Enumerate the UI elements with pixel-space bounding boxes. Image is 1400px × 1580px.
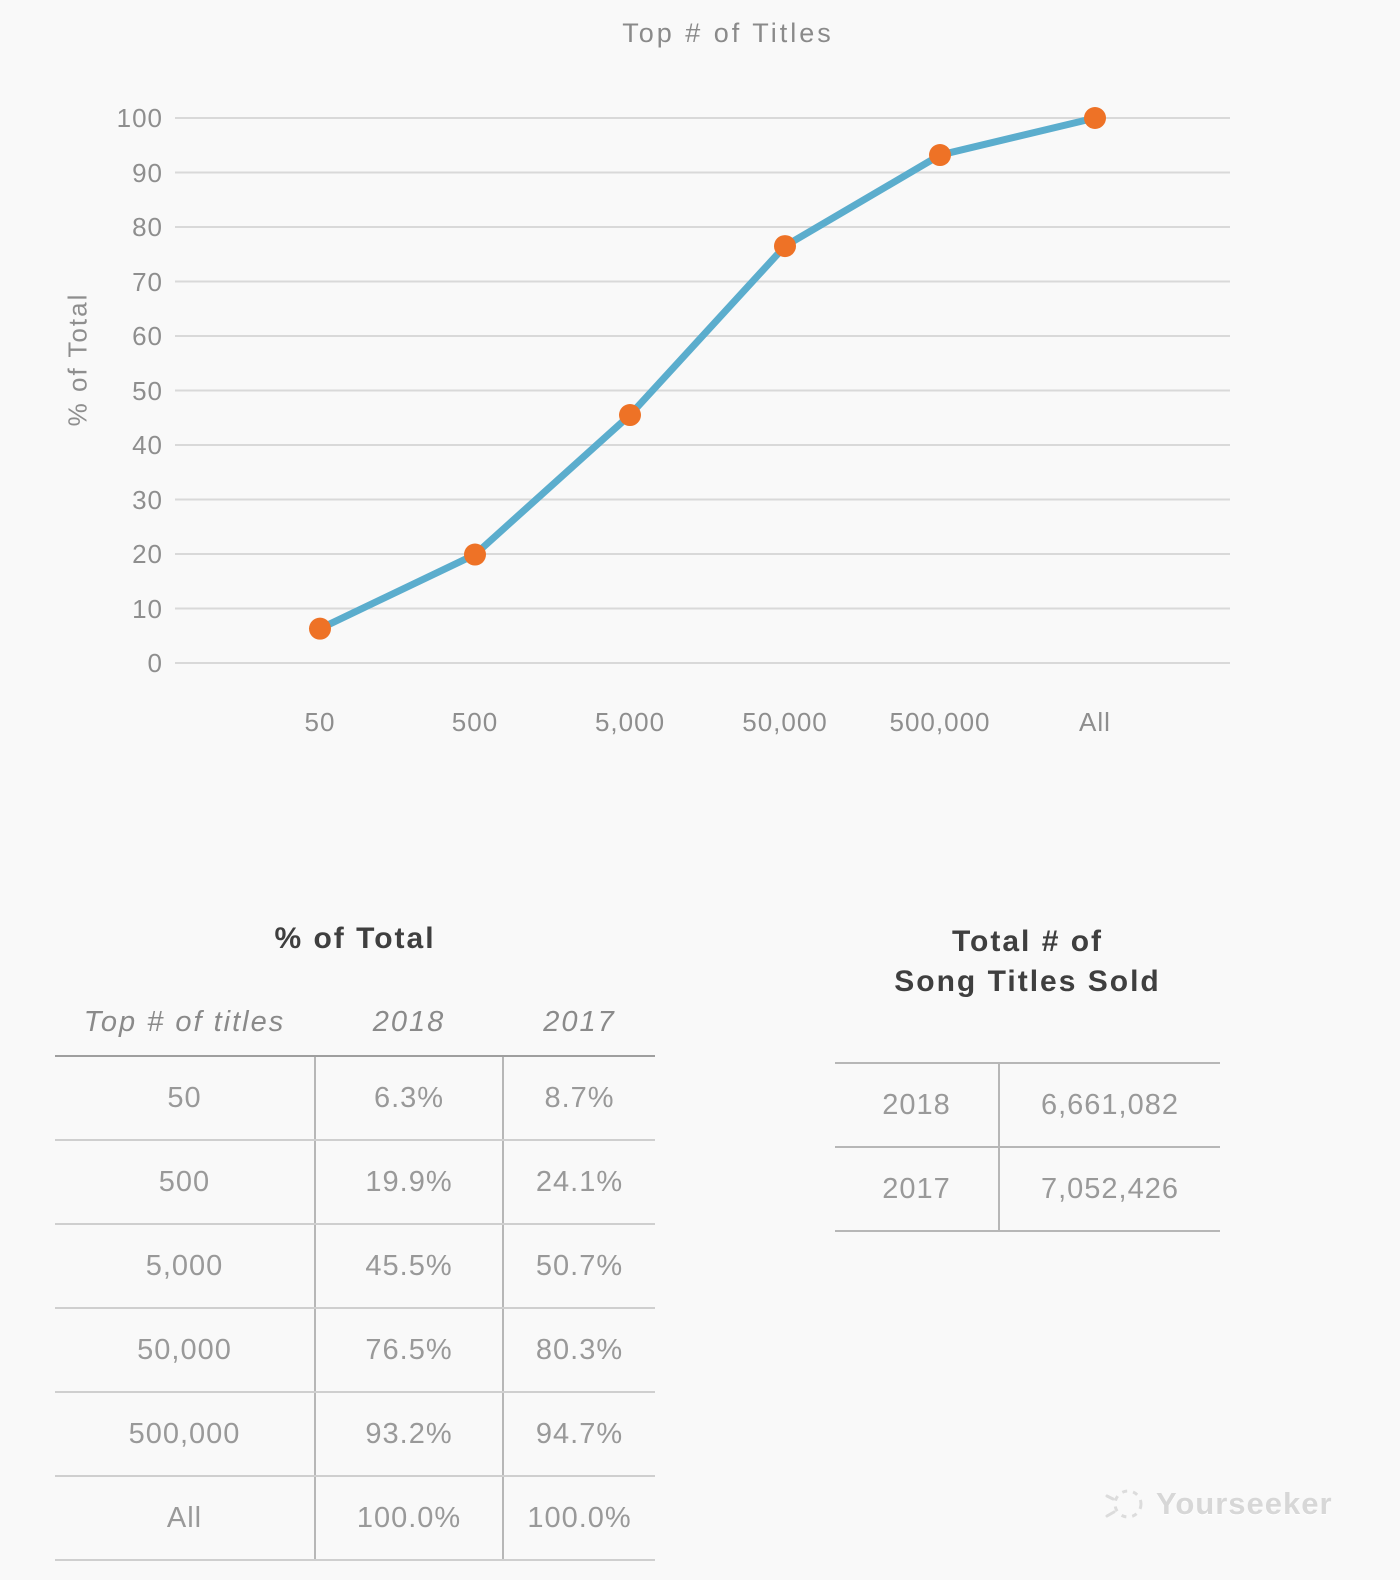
y-tick-label: 70 [132,266,163,297]
table-cell: 45.5% [314,1225,504,1307]
table-cell: 93.2% [314,1393,504,1475]
watermark: Yourseeker [1104,1482,1333,1526]
table-row: 500 19.9% 24.1% [55,1141,655,1225]
table-cell: 500 [158,1166,211,1198]
x-tick-label: 5,000 [594,707,666,737]
table-cell: 76.5% [314,1309,504,1391]
watermark-label: Yourseeker [1156,1486,1333,1521]
totals-table-body: 2018 6,661,082 2017 7,052,426 [835,1062,1220,1232]
table-cell: 19.9% [314,1141,504,1223]
pct-of-total-table: % of Total Top # of titles 2018 2017 50 6.3… [55,912,655,1580]
table-cell: 500,000 [128,1418,241,1450]
table-cell: 6,661,082 [998,1064,1220,1146]
data-point-marker [464,543,486,566]
table-cell: 2018 [882,1089,951,1121]
table-row: 50 6.3% 8.7% [55,1057,655,1141]
y-tick-label: 60 [132,321,163,351]
x-tick-label: 500,000 [889,707,991,737]
x-tick-label: 50 [304,707,336,737]
table-cell: 24.1% [535,1166,624,1198]
table-cell: 50 [167,1082,202,1114]
table-cell: 100.0% [527,1502,632,1534]
table-cell: 8.7% [544,1082,615,1114]
data-point-marker [929,144,951,167]
y-tick-label: 40 [132,430,163,460]
y-tick-label: 100 [116,103,163,133]
table-cell: 100.0% [314,1477,504,1559]
x-tick-label: 50,000 [742,707,828,737]
y-tick-label: 30 [132,484,163,515]
totals-title-line1: Total # of [951,925,1104,958]
table-row: 500,000 93.2% 94.7% [55,1393,655,1477]
data-point-marker [774,235,796,258]
pct-table-body: 50 6.3% 8.7% 500 19.9% 24.1% 5,000 45.5% 50.7% 50… [55,1055,655,1561]
table-cell: 94.7% [535,1418,624,1450]
table-cell: 50.7% [535,1250,624,1282]
table-cell: All [166,1502,203,1534]
y-tick-label: 80 [132,212,163,242]
data-point-marker [619,404,641,427]
pct-table-header: Top # of titles 2018 2017 [55,998,655,1046]
series-line-2018 [316,114,1099,633]
pct-table-title: % of Total [274,922,436,955]
data-point-marker [309,617,331,640]
y-tick-label: 10 [132,593,163,624]
column-header: 2017 [543,1006,616,1038]
table-cell: 6.3% [314,1057,504,1139]
plot-area [175,107,1230,664]
totals-title-line2: Song Titles Sold [894,965,1161,998]
y-axis-title: % of Total [62,292,93,427]
y-tick-label: 0 [147,648,163,678]
chart-title: Top # of Titles [622,18,834,48]
data-point-marker [1084,107,1106,129]
table-row: 50,000 76.5% 80.3% [55,1309,655,1393]
x-tick-label: 500 [451,707,499,737]
table-row: 2018 6,661,082 [835,1064,1220,1148]
table-cell: 80.3% [535,1334,624,1366]
table-cell: 2017 [882,1173,951,1205]
table-cell: 50,000 [137,1334,232,1366]
table-row: All 100.0% 100.0% [55,1477,655,1561]
table-row: 5,000 45.5% 50.7% [55,1225,655,1309]
totals-table: Total # of Song Titles Sold 2018 6,661,08… [835,912,1220,1232]
x-tick-label: All [1079,707,1111,737]
column-header: Top # of titles [83,1006,286,1038]
y-tick-label: 50 [132,375,163,406]
y-tick-label: 90 [132,157,163,188]
table-cell: 5,000 [145,1250,224,1282]
totals-table-title: Total # of Song Titles Sold [795,922,1260,1002]
table-cell: 7,052,426 [998,1148,1220,1230]
table-row: 2017 7,052,426 [835,1148,1220,1232]
yourseeker-logo-icon [1104,1482,1148,1526]
column-header: 2018 [372,1006,446,1038]
y-tick-label: 20 [132,539,163,569]
